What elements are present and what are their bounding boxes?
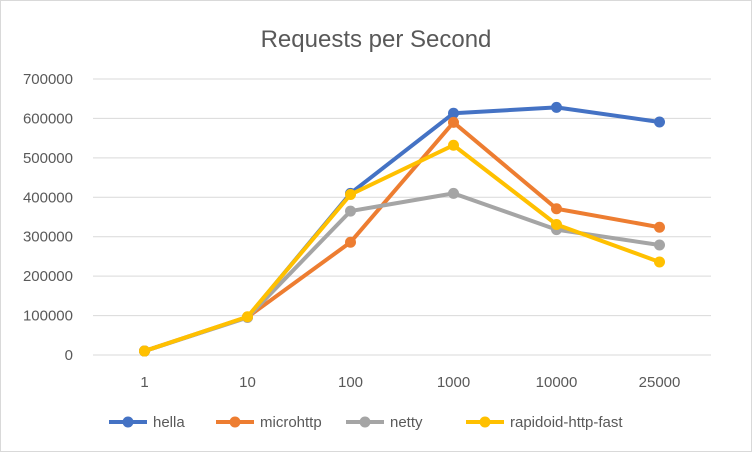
- y-tick-label: 300000: [23, 229, 73, 246]
- legend-label: netty: [390, 414, 423, 431]
- legend-item: rapidoid-http-fast: [466, 414, 623, 431]
- legend-label: microhttp: [260, 414, 322, 431]
- legend-marker: [479, 416, 491, 428]
- y-tick-label: 400000: [23, 189, 73, 206]
- data-point: [654, 116, 665, 128]
- data-point: [448, 107, 459, 119]
- data-point: [448, 116, 459, 128]
- legend-item: netty: [346, 414, 423, 431]
- x-tick-label: 1: [140, 374, 148, 391]
- y-tick-label: 500000: [23, 150, 73, 167]
- x-tick-label: 25000: [639, 374, 681, 391]
- series-lines: [139, 101, 665, 357]
- legend-item: hella: [109, 414, 185, 431]
- y-tick-label: 600000: [23, 110, 73, 127]
- x-tick-label: 10: [239, 374, 256, 391]
- data-point: [551, 218, 562, 230]
- series-line: [142, 105, 662, 354]
- gridlines: [93, 78, 711, 356]
- y-tick-label: 0: [65, 347, 73, 364]
- x-tick-label: 10000: [536, 374, 578, 391]
- legend: hella microhttp netty rapidoid-http-fast: [109, 414, 623, 431]
- x-tick-label: 1000: [437, 374, 470, 391]
- legend-marker: [359, 416, 371, 428]
- data-point: [345, 205, 356, 217]
- series-hella: [139, 101, 665, 357]
- data-point: [448, 139, 459, 151]
- data-point: [345, 189, 356, 201]
- data-point: [551, 203, 562, 215]
- y-axis-ticks: 0 100000 200000 300000 400000 500000 600000 700…: [23, 71, 73, 364]
- legend-label: hella: [153, 414, 185, 431]
- data-point: [551, 101, 562, 113]
- series-line: [142, 143, 662, 354]
- y-tick-label: 200000: [23, 268, 73, 285]
- data-point: [345, 236, 356, 248]
- data-point: [654, 221, 665, 233]
- legend-marker: [122, 416, 134, 428]
- data-point: [139, 345, 150, 357]
- chart-title: Requests per Second: [261, 26, 492, 53]
- x-axis-ticks: 1 10 100 1000 10000 25000: [140, 374, 680, 391]
- series-rapidoid-http-fast: [139, 139, 665, 357]
- x-tick-label: 100: [338, 374, 363, 391]
- y-tick-label: 100000: [23, 308, 73, 325]
- legend-label: rapidoid-http-fast: [510, 414, 623, 431]
- data-point: [448, 187, 459, 199]
- legend-marker: [229, 416, 241, 428]
- legend-item: microhttp: [216, 414, 322, 431]
- data-point: [654, 239, 665, 251]
- data-point: [242, 311, 253, 323]
- data-point: [654, 256, 665, 268]
- y-tick-label: 700000: [23, 71, 73, 88]
